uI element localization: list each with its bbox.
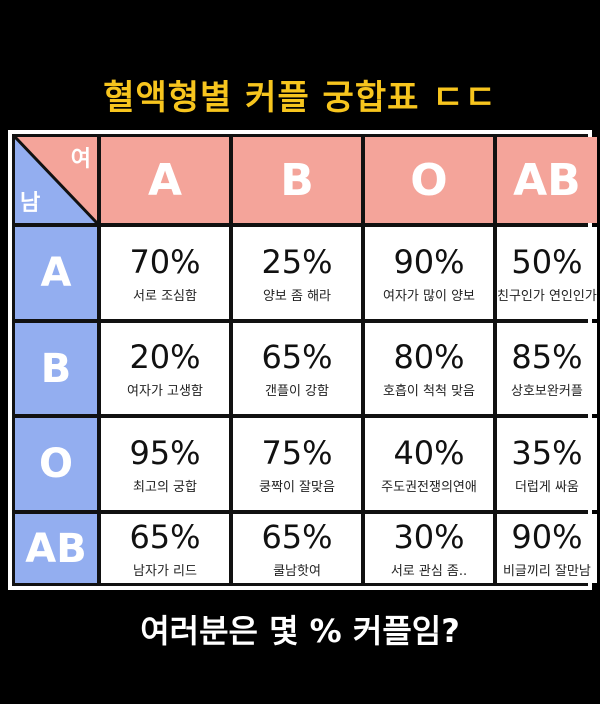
compatibility-description: 남자가 리드 xyxy=(133,564,197,579)
compatibility-description: 최고의 궁합 xyxy=(133,479,197,495)
compatibility-percent: 85% xyxy=(511,338,583,376)
table-cell: 35% 더럽게 싸움 xyxy=(497,418,597,510)
table-grid: 여 남 A B O AB A 70% 서로 조심함 25% 양보 좀 해라 90% 여자가 많이 양… xyxy=(12,134,597,586)
corner-cell: 여 남 xyxy=(15,137,97,223)
compatibility-description: 서로 조심함 xyxy=(133,288,197,304)
compatibility-description: 상호보완커플 xyxy=(511,384,583,399)
diagonal-split xyxy=(15,137,97,223)
table-cell: 50% 친구인가 연인인가 xyxy=(497,227,597,319)
female-label: 여 xyxy=(70,147,91,172)
page-title: 혈액형별 커플 궁합표 ㄷㄷ xyxy=(103,78,497,118)
compatibility-description: 쿨남핫여 xyxy=(273,564,321,579)
compatibility-percent: 35% xyxy=(511,433,583,472)
compatibility-table: 여 남 A B O AB A 70% 서로 조심함 25% 양보 좀 해라 90% 여자가 많이 양… xyxy=(8,130,597,590)
table-cell: 25% 양보 좀 해라 xyxy=(233,227,361,319)
table-cell: 65% 쿨남핫여 xyxy=(233,514,361,583)
compatibility-description: 여자가 많이 양보 xyxy=(383,288,475,304)
row-header-male-a: A xyxy=(15,227,97,319)
footer-question: 여러분은 몇 % 커플임? xyxy=(140,612,460,650)
compatibility-percent: 50% xyxy=(511,242,583,281)
compatibility-percent: 65% xyxy=(129,518,201,556)
compatibility-percent: 90% xyxy=(511,518,583,556)
compatibility-percent: 40% xyxy=(393,433,465,472)
table-cell: 75% 쿵짝이 잘맞음 xyxy=(233,418,361,510)
column-header-female-o: O xyxy=(365,137,493,223)
table-cell: 80% 호흡이 척척 맞음 xyxy=(365,323,493,414)
column-header-female-a: A xyxy=(101,137,229,223)
compatibility-description: 쿵짝이 잘맞음 xyxy=(259,479,335,495)
compatibility-percent: 20% xyxy=(129,338,201,376)
row-header-male-ab: AB xyxy=(15,514,97,583)
table-cell: 90% 여자가 많이 양보 xyxy=(365,227,493,319)
row-header-male-b: B xyxy=(15,323,97,414)
compatibility-percent: 80% xyxy=(393,338,465,376)
table-cell: 65% 갠플이 강함 xyxy=(233,323,361,414)
table-cell: 95% 최고의 궁합 xyxy=(101,418,229,510)
table-cell: 85% 상호보완커플 xyxy=(497,323,597,414)
compatibility-percent: 90% xyxy=(393,242,465,281)
compatibility-description: 비글끼리 잘만남 xyxy=(502,564,591,579)
compatibility-description: 호흡이 척척 맞음 xyxy=(383,384,475,399)
column-header-female-b: B xyxy=(233,137,361,223)
table-cell: 30% 서로 관심 좀.. xyxy=(365,514,493,583)
compatibility-percent: 65% xyxy=(261,338,333,376)
table-cell: 65% 남자가 리드 xyxy=(101,514,229,583)
table-cell: 20% 여자가 고생함 xyxy=(101,323,229,414)
table-cell: 90% 비글끼리 잘만남 xyxy=(497,514,597,583)
compatibility-percent: 65% xyxy=(261,518,333,556)
compatibility-description: 친구인가 연인인가 xyxy=(497,288,597,304)
compatibility-percent: 30% xyxy=(393,518,465,556)
compatibility-description: 양보 좀 해라 xyxy=(262,288,332,304)
compatibility-description: 여자가 고생함 xyxy=(127,384,203,399)
compatibility-percent: 95% xyxy=(129,433,201,472)
table-cell: 40% 주도권전쟁의연애 xyxy=(365,418,493,510)
male-label: 남 xyxy=(20,191,41,216)
table-cell: 70% 서로 조심함 xyxy=(101,227,229,319)
compatibility-description: 서로 관심 좀.. xyxy=(390,564,468,579)
compatibility-description: 갠플이 강함 xyxy=(265,384,329,399)
compatibility-description: 더럽게 싸움 xyxy=(514,479,579,495)
compatibility-percent: 75% xyxy=(261,433,333,472)
compatibility-percent: 70% xyxy=(129,242,201,281)
compatibility-description: 주도권전쟁의연애 xyxy=(381,479,477,495)
column-header-female-ab: AB xyxy=(497,137,597,223)
compatibility-percent: 25% xyxy=(261,242,333,281)
row-header-male-o: O xyxy=(15,418,97,510)
